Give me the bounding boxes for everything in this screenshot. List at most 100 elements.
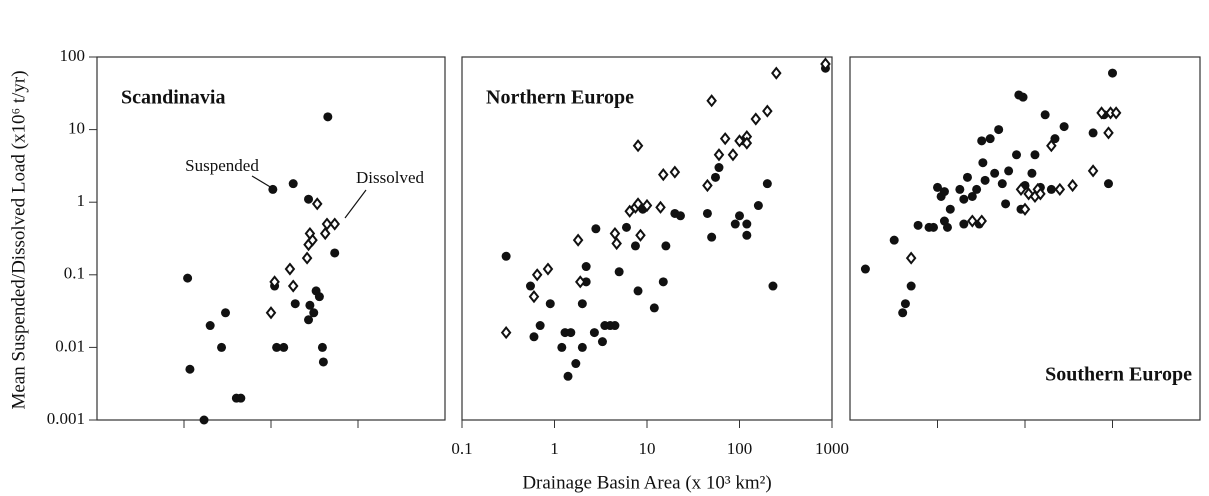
x-tick-label: 0.1 — [451, 439, 472, 458]
suspended-point — [860, 264, 870, 274]
y-tick-label: 1 — [77, 191, 86, 210]
suspended-point — [279, 342, 289, 352]
suspended-point — [906, 281, 916, 291]
suspended-point — [268, 184, 278, 194]
y-tick-label: 0.01 — [55, 336, 85, 355]
suspended-point — [535, 321, 545, 331]
y-tick-label: 100 — [60, 46, 86, 65]
dissolved-point — [284, 262, 296, 276]
dissolved-point — [1046, 139, 1057, 153]
suspended-point — [304, 315, 314, 325]
plot-frame — [461, 56, 833, 421]
suspended-point — [990, 168, 1000, 178]
dissolved-point — [542, 262, 554, 276]
suspended-point — [945, 204, 955, 214]
dissolved-point — [655, 200, 666, 214]
dissolved-point — [265, 306, 277, 320]
suspended-point — [742, 219, 752, 229]
suspended-point — [898, 308, 908, 318]
suspended-point — [563, 371, 573, 381]
suspended-point — [768, 281, 778, 291]
dissolved-point — [609, 226, 621, 241]
dissolved-point — [750, 112, 762, 126]
suspended-point — [323, 112, 333, 122]
x-tick-label: 1000 — [815, 439, 849, 458]
suspended-point — [525, 281, 535, 291]
suspended-point — [1103, 179, 1113, 189]
suspended-point — [997, 179, 1007, 189]
dissolved-point — [762, 104, 773, 118]
dissolved-point — [329, 217, 340, 231]
suspended-point — [939, 187, 949, 197]
panel-title: Southern Europe — [1045, 364, 1192, 386]
suspended-point — [962, 172, 972, 182]
dissolved-point — [976, 214, 987, 228]
panel-title: Northern Europe — [486, 87, 634, 109]
x-tick-label: 100 — [727, 439, 753, 458]
dissolved-point — [575, 275, 586, 289]
suspended-point — [658, 277, 668, 287]
suspended-point — [610, 321, 620, 331]
dissolved-point — [319, 226, 331, 241]
dissolved-point — [311, 197, 323, 211]
dissolved-point — [741, 136, 753, 150]
suspended-point — [900, 299, 910, 309]
suspended-point — [199, 415, 209, 425]
suspended-point — [591, 224, 601, 234]
suspended-point — [972, 184, 982, 194]
suspended-point — [1088, 128, 1098, 138]
suspended-point — [566, 328, 576, 338]
dissolved-point — [905, 251, 917, 265]
suspended-point — [1040, 110, 1050, 120]
suspended-point — [977, 136, 987, 146]
dissolved-point — [632, 139, 644, 153]
dissolved-point — [1035, 187, 1046, 201]
suspended-point — [581, 277, 591, 287]
dissolved-point — [641, 198, 653, 213]
y-tick-label: 0.1 — [64, 264, 85, 283]
suspended-point — [955, 184, 965, 194]
dissolved-point — [531, 268, 543, 282]
dissolved-point — [771, 66, 782, 80]
suspended-point — [714, 163, 724, 173]
x-axis-label: Drainage Basin Area (x 10³ km²) — [522, 472, 771, 493]
suspended-point — [967, 191, 977, 201]
suspended-point — [959, 219, 969, 229]
suspended-point — [730, 219, 740, 229]
suspended-point — [710, 172, 720, 182]
dissolved-point — [500, 325, 512, 340]
suspended-point — [1018, 92, 1028, 102]
suspended-point — [317, 342, 327, 352]
panel-title: Scandinavia — [121, 87, 225, 109]
plot-frame — [96, 56, 446, 421]
suspended-point — [1001, 199, 1011, 209]
dissolved-point — [632, 197, 644, 211]
suspended-point — [545, 299, 555, 309]
dissolved-point — [669, 165, 681, 179]
suspended-point — [577, 299, 587, 309]
suspended-point — [959, 194, 969, 204]
dissolved-point — [658, 167, 669, 182]
suspended-point — [183, 273, 193, 283]
x-tick-label: 10 — [639, 439, 656, 458]
dissolved-point — [304, 226, 316, 241]
annotation: Suspended — [185, 156, 259, 175]
suspended-point — [980, 175, 990, 185]
suspended-point — [314, 292, 324, 302]
suspended-point — [630, 241, 640, 251]
suspended-point — [742, 230, 752, 240]
suspended-point — [577, 342, 587, 352]
y-axis-label: Mean Suspended/Dissolved Load (x10⁶ t/yr… — [8, 70, 29, 409]
suspended-point — [753, 201, 763, 211]
suspended-point — [702, 208, 712, 218]
suspended-point — [557, 342, 567, 352]
suspended-point — [1004, 166, 1014, 176]
dissolved-point — [713, 148, 725, 162]
suspended-point — [1030, 150, 1040, 160]
suspended-point — [272, 342, 282, 352]
x-tick-label: 1 — [550, 439, 559, 458]
suspended-point — [633, 286, 643, 296]
suspended-point — [205, 321, 215, 331]
suspended-point — [330, 248, 340, 258]
